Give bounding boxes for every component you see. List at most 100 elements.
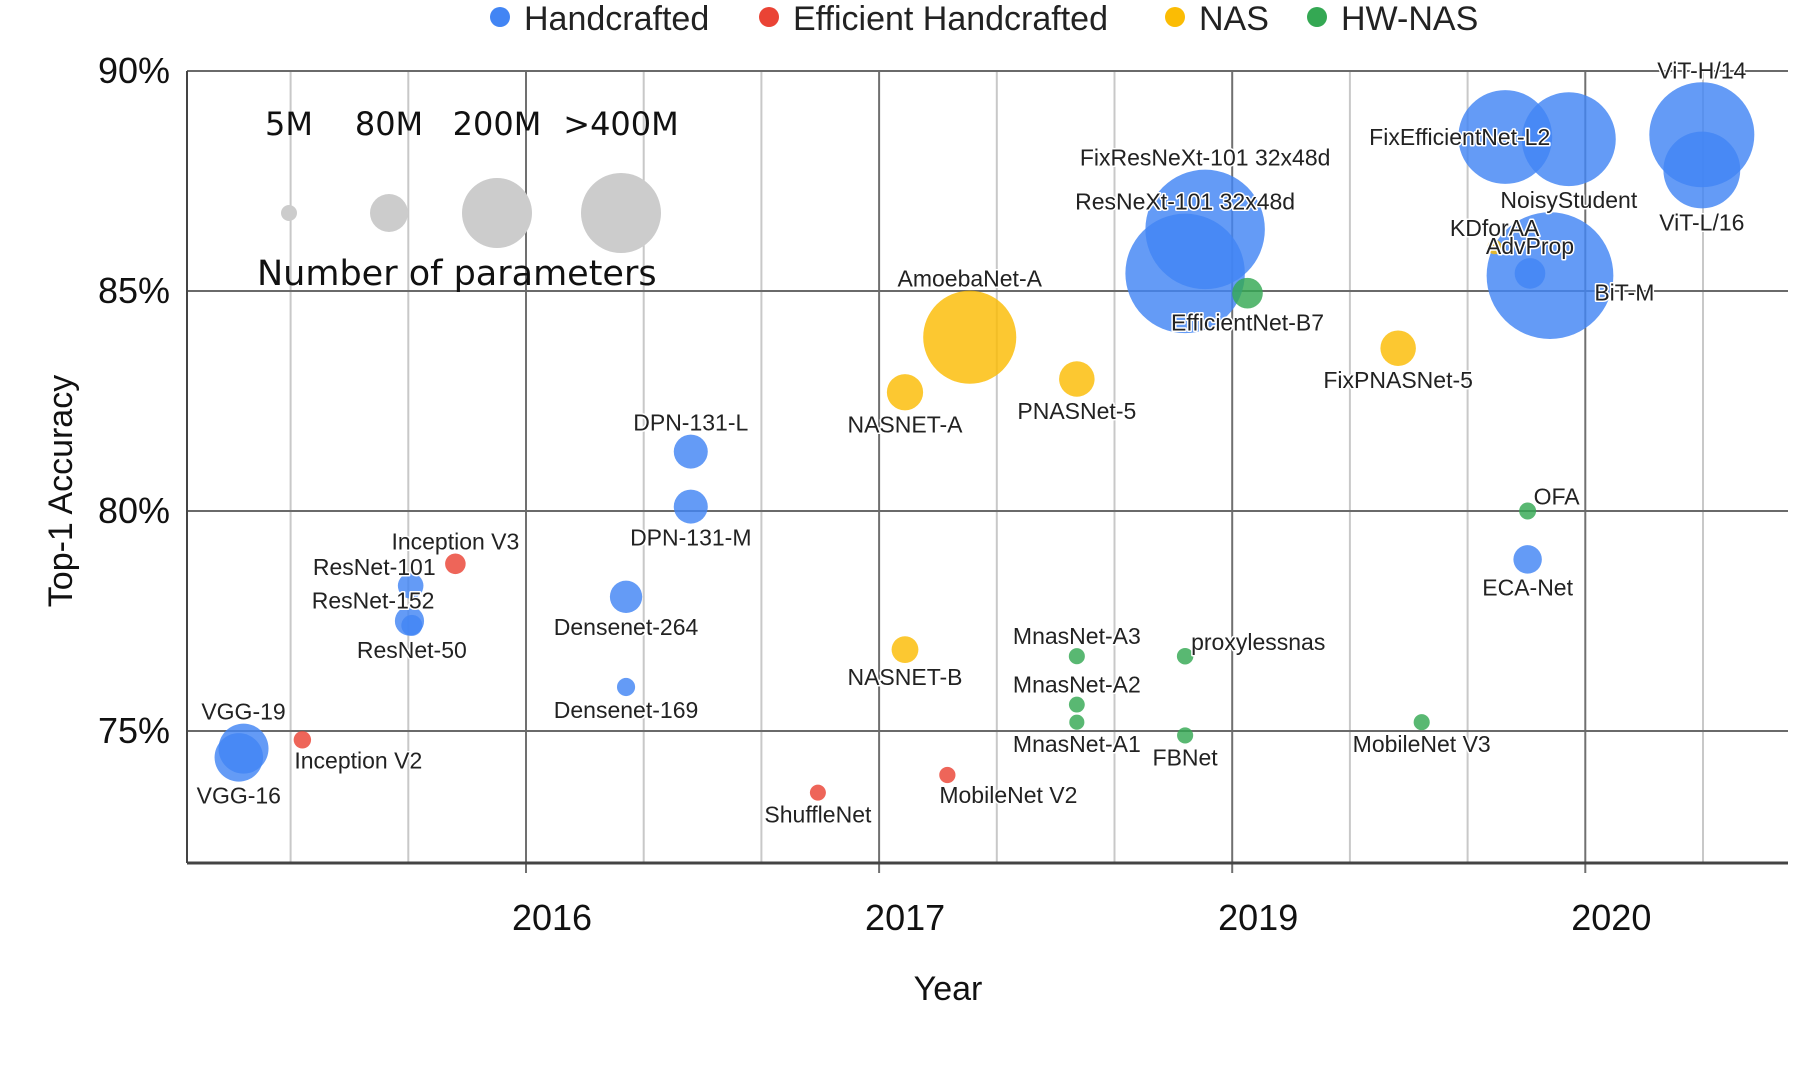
bubble-mobilenet-v3 — [1413, 714, 1430, 731]
point-label-densenet-264: Densenet-264 — [554, 614, 699, 640]
size-legend-item-80m: 80M — [355, 105, 423, 232]
bubble-advprop — [1514, 258, 1546, 289]
legend-label: Handcrafted — [524, 0, 709, 38]
point-label-fixpnasnet-5: FixPNASNet-5 — [1323, 367, 1473, 393]
legend-item-handcrafted: Handcrafted — [490, 0, 709, 38]
legend-marker-icon — [490, 7, 510, 27]
legend-label: HW-NAS — [1341, 0, 1478, 38]
bubble-dpn-131-l — [673, 434, 708, 469]
legend-item-efficient-handcrafted: Efficient Handcrafted — [759, 0, 1108, 38]
bubble-mnasnet-a1 — [1069, 714, 1085, 730]
x-axis-title: Year — [914, 970, 983, 1008]
point-label-resnet-50: ResNet-50 — [357, 637, 467, 663]
point-label-inception-v3: Inception V3 — [391, 529, 519, 555]
point-label-advprop: AdvProp — [1486, 233, 1574, 259]
point-label-mnasnet-a1: MnasNet-A1 — [1013, 731, 1141, 757]
bubble-vit-l-16 — [1663, 131, 1741, 209]
bubble-inception-v3 — [445, 553, 466, 575]
bubble-shufflenet — [809, 784, 826, 801]
point-label-eca-net: ECA-Net — [1482, 575, 1573, 601]
y-axis-title: Top-1 Accuracy — [42, 375, 80, 607]
point-label-vgg-19: VGG-19 — [201, 699, 285, 725]
x-tick-label: 2020 — [1571, 897, 1651, 938]
point-label-inception-v2: Inception V2 — [294, 748, 422, 774]
point-label-densenet-169: Densenet-169 — [554, 697, 699, 723]
point-label-pnasnet-5: PNASNet-5 — [1017, 398, 1136, 424]
size-legend-bubble — [370, 194, 408, 232]
point-label-vit-h-14: ViT-H/14 — [1657, 57, 1746, 83]
bubble-densenet-264 — [609, 580, 643, 613]
point-label-resnext-101-32x48d: ResNeXt-101 32x48d — [1075, 189, 1295, 215]
point-label-noisystudent: NoisyStudent — [1500, 187, 1637, 213]
size-legend-title: Number of parameters — [257, 254, 657, 294]
x-tick-label: 2019 — [1218, 897, 1298, 938]
size-legend-label: >400M — [563, 105, 679, 143]
point-label-dpn-131-l: DPN-131-L — [633, 410, 748, 436]
point-label-nasnet-a: NASNET-A — [847, 411, 963, 437]
size-legend-bubble — [462, 178, 532, 248]
point-label-vit-l-16: ViT-L/16 — [1659, 209, 1744, 235]
point-label-mobilenet-v3: MobileNet V3 — [1353, 731, 1491, 757]
bubble-eca-net — [1513, 545, 1542, 574]
legend-label: NAS — [1199, 0, 1269, 38]
point-label-mnasnet-a2: MnasNet-A2 — [1013, 672, 1141, 698]
bubble-resnet-50 — [401, 614, 423, 636]
y-tick-label: 85% — [98, 270, 170, 311]
point-label-fixefficientnet-l2: FixEfficientNet-L2 — [1369, 124, 1550, 150]
y-tick-label: 80% — [98, 490, 170, 531]
size-legend-item-400m: >400M — [563, 105, 679, 253]
bubble-mobilenet-v2 — [939, 766, 956, 784]
bubble-ofa — [1519, 502, 1537, 520]
size-legend-label: 200M — [453, 105, 542, 143]
size-legend-bubble — [581, 173, 661, 253]
point-label-ofa: OFA — [1534, 484, 1581, 510]
point-label-resnet-152: ResNet-152 — [312, 587, 435, 613]
category-legend: Handcrafted Efficient Handcrafted NAS HW-NA… — [490, 0, 1478, 38]
point-label-bit-m: BiT-M — [1594, 280, 1654, 306]
point-label-resnet-101: ResNet-101 — [313, 554, 436, 580]
axes: 2016 2017 2019 2020 75% 80% 85% 90% — [98, 50, 1788, 938]
x-tick-label: 2016 — [512, 897, 592, 938]
y-tick-label: 90% — [98, 50, 170, 91]
bubble-fixresnext-101-32x48d — [1145, 169, 1265, 290]
point-label-dpn-131-m: DPN-131-M — [630, 525, 751, 551]
point-label-fixresnext-101-32x48d: FixResNeXt-101 32x48d — [1080, 145, 1331, 171]
bubble-nasnet-b — [891, 636, 919, 663]
bubble-mnasnet-a3 — [1068, 648, 1085, 665]
point-label-shufflenet: ShuffleNet — [764, 802, 872, 828]
bubble-mnasnet-a2 — [1068, 696, 1085, 713]
bubble-proxylessnas — [1176, 647, 1194, 665]
legend-marker-icon — [1165, 7, 1185, 27]
point-label-mnasnet-a3: MnasNet-A3 — [1013, 623, 1141, 649]
size-legend-item-5m: 5M — [265, 105, 313, 221]
bubble-kdforaa — [1487, 239, 1502, 255]
size-legend-label: 80M — [355, 105, 423, 143]
bubbles — [214, 82, 1755, 801]
legend-item-hw-nas: HW-NAS — [1307, 0, 1478, 38]
legend-item-nas: NAS — [1165, 0, 1269, 38]
point-label-amoebanet-a: AmoebaNet-A — [897, 266, 1042, 292]
bubble-inception-v2 — [293, 731, 312, 749]
bubble-bit-m — [1486, 212, 1614, 339]
x-tick-label: 2017 — [865, 897, 945, 938]
point-label-nasnet-b: NASNET-B — [847, 664, 962, 690]
point-label-mobilenet-v2: MobileNet V2 — [939, 782, 1077, 808]
legend-marker-icon — [1307, 7, 1327, 27]
bubble-noisystudent — [1521, 92, 1616, 187]
point-label-fbnet: FBNet — [1153, 744, 1219, 770]
point-label-proxylessnas: proxylessnas — [1191, 629, 1325, 655]
y-tick-label: 75% — [98, 710, 170, 751]
legend-marker-icon — [759, 7, 779, 27]
size-legend-item-200m: 200M — [453, 105, 542, 248]
bubble-dpn-131-m — [673, 489, 708, 524]
bubble-efficientnet-b7 — [1232, 277, 1263, 309]
bubble-fbnet — [1177, 727, 1194, 744]
bubble-resnet-101 — [397, 573, 424, 599]
bubble-pnasnet-5 — [1059, 361, 1095, 397]
size-legend-label: 5M — [265, 105, 313, 143]
point-label-kdforaa: KDforAA — [1450, 215, 1540, 241]
size-legend: 5M 80M 200M >400M Number of parameters — [257, 105, 679, 294]
size-legend-bubble — [281, 205, 297, 221]
